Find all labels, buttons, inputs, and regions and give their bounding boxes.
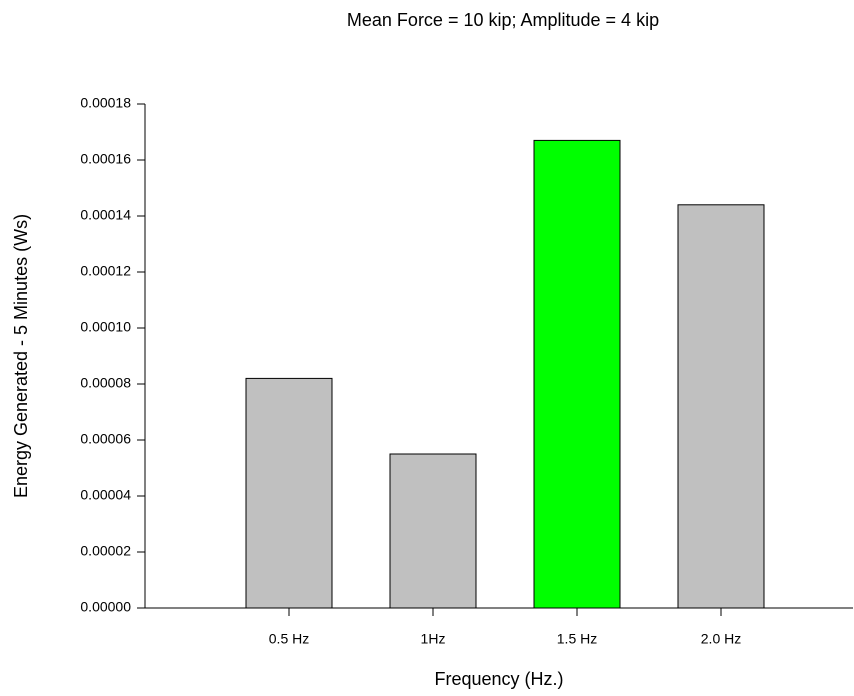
chart-title: Mean Force = 10 kip; Amplitude = 4 kip xyxy=(347,10,659,30)
y-tick-label: 0.00016 xyxy=(80,151,131,167)
y-tick-label: 0.00014 xyxy=(80,207,131,223)
x-tick-label: 1.5 Hz xyxy=(557,631,597,647)
bar xyxy=(677,204,765,609)
y-tick-label: 0.00008 xyxy=(80,375,131,391)
y-axis-label: Energy Generated - 5 Minutes (Ws) xyxy=(11,214,31,498)
y-tick-label: 0.00004 xyxy=(80,487,131,503)
x-tick-label: 2.0 Hz xyxy=(701,631,741,647)
y-tick-label: 0.00000 xyxy=(80,599,131,615)
bar xyxy=(389,453,477,609)
y-tick-label: 0.00012 xyxy=(80,263,131,279)
x-tick-label: 1Hz xyxy=(421,631,446,647)
bar xyxy=(245,377,333,609)
y-tick-label: 0.00006 xyxy=(80,431,131,447)
bar xyxy=(533,139,621,609)
x-axis-label: Frequency (Hz.) xyxy=(434,669,563,689)
y-tick-label: 0.00010 xyxy=(80,319,131,335)
x-tick-label: 0.5 Hz xyxy=(269,631,309,647)
y-tick-label: 0.00018 xyxy=(80,95,131,111)
y-tick-label: 0.00002 xyxy=(80,543,131,559)
